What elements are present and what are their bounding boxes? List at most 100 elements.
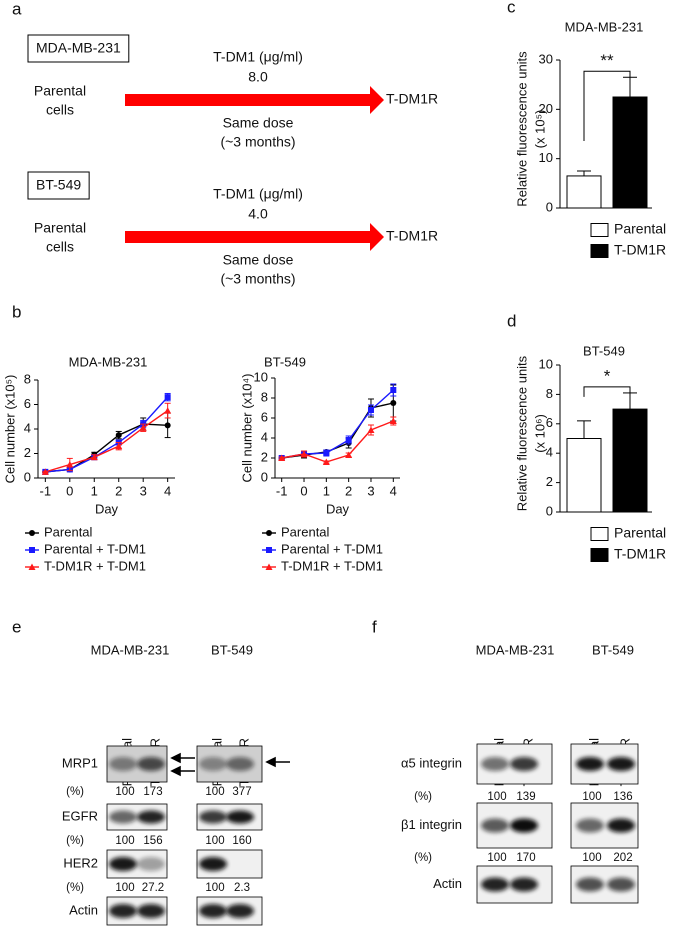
- y-axis-unit: (x 10⁶): [532, 414, 547, 453]
- series-line: [45, 396, 169, 473]
- legend-label: Parental: [44, 524, 93, 539]
- y-tick-label: 4: [261, 429, 268, 444]
- legend-label: Parental: [614, 525, 666, 541]
- series-line: [45, 423, 168, 473]
- significance-label: *: [604, 366, 611, 385]
- y-tick-label: 10: [539, 356, 553, 371]
- chart-title: BT-549: [264, 354, 306, 369]
- y-tick-label: 10: [539, 150, 553, 165]
- percent-label: (%): [414, 852, 432, 864]
- percent-value: 139: [516, 791, 535, 803]
- blot-band: [481, 818, 509, 833]
- percent-value: 100: [582, 852, 601, 864]
- arrow-shaft: [125, 231, 373, 243]
- legend-label: Parental + T-DM1: [44, 541, 146, 556]
- treatment-label: T-DM1 (μg/ml): [213, 186, 303, 202]
- chart-title: MDA-MB-231: [565, 19, 644, 34]
- y-axis-label: Relative fluorescence units: [514, 355, 529, 511]
- legend-label: T-DM1R: [614, 242, 666, 258]
- legend-marker: [266, 547, 272, 553]
- start-label: cells: [46, 239, 74, 255]
- series-line: [45, 410, 169, 473]
- blot-band: [199, 904, 227, 918]
- series-line: [281, 420, 394, 463]
- y-tick-label: 0: [546, 503, 553, 518]
- blot-band: [137, 904, 165, 918]
- y-axis-label: Relative fluorescence units: [514, 51, 529, 207]
- blot-band: [576, 818, 604, 833]
- blot-band: [199, 810, 227, 824]
- marker: [345, 451, 353, 458]
- arrow-head: [170, 765, 181, 777]
- marker: [66, 461, 74, 468]
- marker: [115, 442, 123, 450]
- start-label: Parental: [34, 220, 86, 236]
- duration-label: (~3 months): [220, 271, 295, 287]
- y-axis-label: Cell number (x10⁴): [239, 374, 254, 483]
- marker: [367, 407, 374, 413]
- panel-label: b: [12, 302, 21, 321]
- blot-header: BT-549: [211, 642, 253, 657]
- note-label: Same dose: [223, 252, 294, 268]
- x-tick-label: 4: [164, 483, 171, 498]
- legend-swatch: [590, 244, 609, 258]
- percent-value: 160: [232, 835, 251, 847]
- protein-label: EGFR: [62, 808, 98, 823]
- blot-band: [576, 877, 604, 892]
- legend-label: T-DM1R: [614, 546, 666, 562]
- bar: [612, 96, 648, 209]
- end-label: T-DM1R: [386, 91, 438, 107]
- y-tick-label: 2: [261, 449, 268, 464]
- blot-band: [510, 877, 538, 892]
- cell-line-box: [27, 171, 90, 200]
- legend-swatch: [590, 223, 609, 237]
- blot-band: [607, 818, 635, 833]
- y-axis-unit: (x 10⁵): [532, 110, 547, 149]
- y-tick-label: 0: [261, 469, 268, 484]
- blot-band: [137, 757, 165, 771]
- chart-title: MDA-MB-231: [69, 354, 148, 369]
- cell-line-label: MDA-MB-231: [36, 40, 121, 56]
- panel-label: f: [372, 617, 377, 636]
- legend-marker: [29, 547, 35, 553]
- marker: [322, 458, 330, 465]
- marker: [389, 417, 397, 424]
- x-tick-label: 2: [115, 483, 122, 498]
- y-tick-label: 2: [546, 474, 553, 489]
- percent-value: 202: [613, 852, 632, 864]
- x-tick-label: 0: [300, 483, 307, 498]
- x-tick-label: 0: [66, 483, 73, 498]
- legend-label: Parental: [614, 221, 666, 237]
- percent-label: (%): [414, 791, 432, 803]
- y-tick-label: 20: [539, 101, 553, 116]
- duration-label: (~3 months): [220, 134, 295, 150]
- blot-band: [137, 857, 165, 871]
- marker: [139, 424, 147, 431]
- blot-band: [109, 757, 137, 771]
- x-axis-label: Day: [326, 501, 350, 516]
- panel-label: c: [507, 0, 516, 16]
- marker: [323, 450, 330, 456]
- y-axis-label: Cell number (x10⁵): [2, 375, 17, 484]
- blot-band: [226, 757, 254, 771]
- protein-label: HER2: [63, 855, 98, 870]
- panel-label: a: [12, 0, 22, 18]
- bar: [612, 408, 648, 513]
- y-tick-label: 6: [261, 409, 268, 424]
- x-axis-label: Day: [95, 501, 119, 516]
- marker: [390, 400, 397, 406]
- blot-header: MDA-MB-231: [91, 642, 170, 657]
- protein-label: Actin: [69, 902, 98, 917]
- blot-band: [199, 857, 227, 871]
- panel-label: d: [507, 311, 516, 330]
- y-tick-label: 0: [24, 469, 31, 484]
- marker: [164, 394, 171, 401]
- marker: [90, 453, 98, 461]
- marker: [115, 432, 122, 439]
- significance-bracket: [583, 386, 631, 397]
- percent-value: 136: [613, 791, 632, 803]
- blot-band: [226, 904, 254, 918]
- legend-marker: [28, 563, 36, 570]
- marker: [278, 454, 286, 461]
